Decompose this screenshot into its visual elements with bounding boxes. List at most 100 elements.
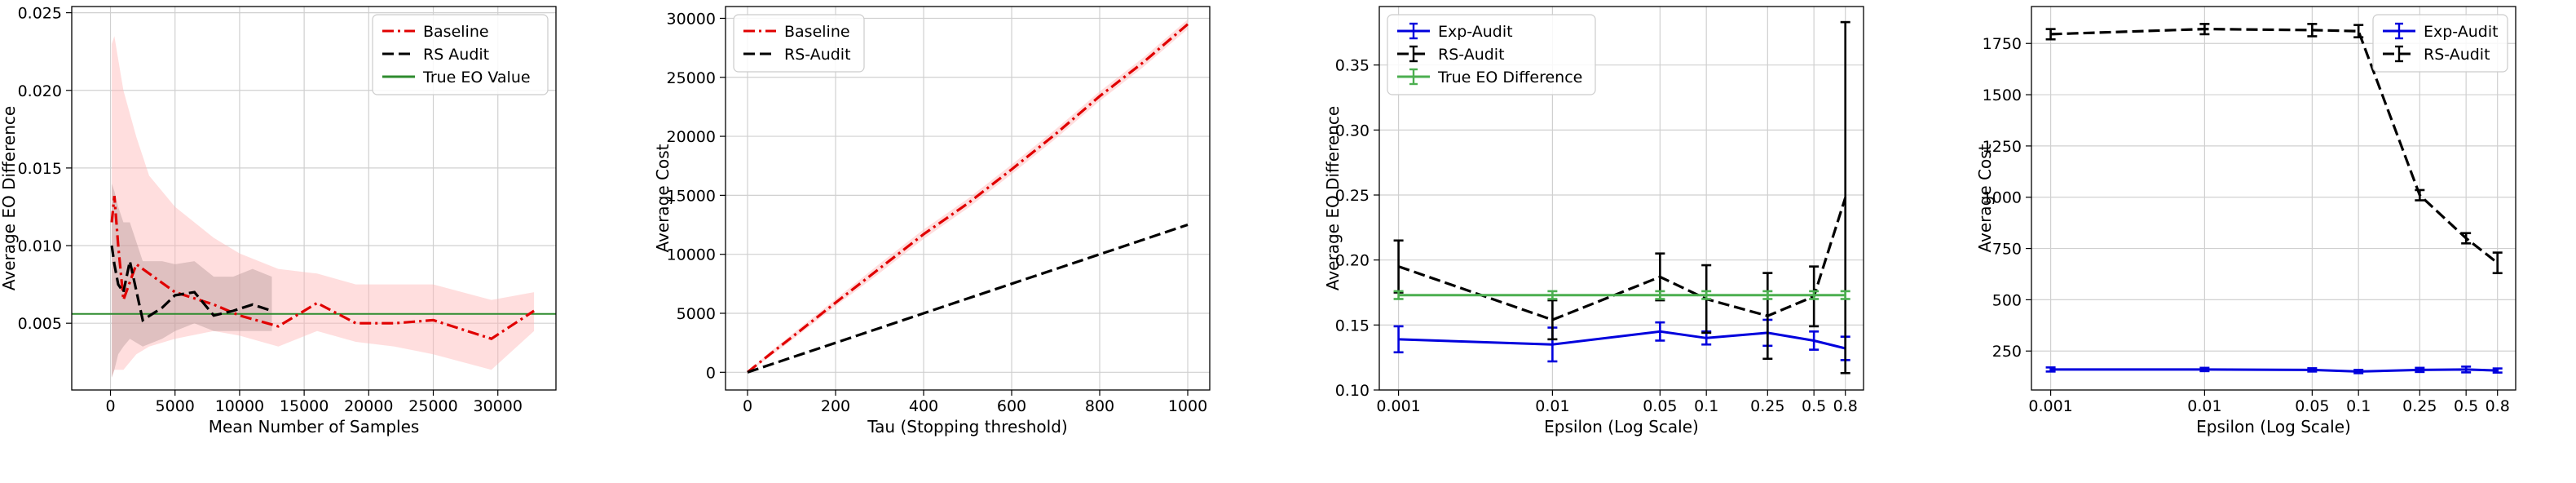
error-bar [2307,367,2318,373]
x-tick-label: 20000 [344,397,393,415]
error-bar [1655,321,1665,342]
legend-item: RS Audit [382,46,489,64]
legend-label: True EO Difference [1437,69,1582,86]
legend-item: RS-Audit [1397,45,1505,64]
x-tick-label: 15000 [280,397,329,415]
error-bar [2415,366,2425,374]
legend-item: RS-Audit [2383,45,2490,64]
x-tick-label: 0.25 [2402,397,2437,415]
y-tick-label: 1000 [1983,189,2022,207]
legend-item: Exp-Audit [1397,22,1513,41]
error-bar [2492,367,2503,374]
y-tick-label: 0.020 [18,82,62,100]
error-bar [2415,188,2425,202]
error-bar [1547,299,1558,341]
y-tick-label: 0.005 [18,315,62,333]
legend-label: RS-Audit [1438,46,1505,64]
chart-1: 0 5000 10000 15000 20000 25000 30000 0.005 0.010… [0,5,557,436]
series-line [1398,197,1847,321]
error-bar [1547,290,1558,300]
series-line [110,245,272,322]
plot-area [1393,20,1850,374]
y-tick-label: 0.15 [1335,317,1370,335]
y-tick-label: 0.25 [1335,187,1370,205]
x-tick-label: 0 [105,397,115,415]
error-bar [1762,290,1773,300]
y-tick-label: 0.010 [18,237,62,255]
legend-label: Exp-Audit [2424,23,2499,41]
legend: Exp-Audit RS-Audit True EO Difference [1387,14,1596,95]
y-tick-label: 30000 [667,10,716,28]
error-bar [1809,330,1820,351]
error-bar [2461,366,2472,374]
x-axis-label: Tau (Stopping threshold) [867,417,1067,436]
confidence-band [112,36,535,378]
legend-item: Exp-Audit [2383,22,2499,41]
error-bar [2461,232,2472,245]
plot-area [746,19,1189,374]
error-bar [2199,366,2210,373]
y-axis-label: Average EO Difference [1323,106,1343,290]
x-tick-label: 30000 [473,397,522,415]
y-tick-label: 750 [1992,241,2022,259]
legend-label: Exp-Audit [1438,23,1513,41]
y-axis-label: Average Cost [653,144,673,252]
y-tick-label: 20000 [667,128,716,146]
legend-label: Baseline [423,23,489,41]
error-bar [2353,369,2364,374]
x-tick-label: 0.1 [2346,397,2371,415]
y-tick-label: 0.015 [18,160,62,178]
plot-area [2045,23,2503,374]
legend-item: True EO Value [382,69,531,86]
x-tick-label: 800 [1085,397,1114,415]
legend-label: RS-Audit [784,46,851,64]
x-tick-label: 0.001 [1376,397,1420,415]
error-bar [1393,325,1404,354]
series-line [746,23,1189,374]
legend-item: Baseline [743,23,850,41]
error-bar [2045,366,2056,373]
legend: Baseline RS Audit True EO Value [372,14,549,95]
error-bar [1393,290,1404,300]
x-tick-label: 200 [821,397,850,415]
legend-label: True EO Value [422,69,531,86]
chart-2: 0 200 400 600 800 100005000100001500020000250… [653,6,1211,436]
x-tick-label: 0.5 [2454,397,2478,415]
y-tick-label: 0.35 [1335,57,1370,75]
confidence-band [748,19,1188,373]
y-axis-label: Average Cost [1975,144,1995,252]
series-line [2050,368,2498,373]
axes-frame [2031,6,2516,391]
y-tick-label: 10000 [667,246,716,264]
x-tick-label: 0.01 [2187,397,2221,415]
series-line [747,223,1189,374]
y-tick-label: 250 [1992,343,2022,361]
error-bar [1840,290,1850,300]
legend-label: RS Audit [423,46,489,64]
plot-area [72,36,556,378]
chart-3: 0.001 0.01 0.05 0.1 0.25 0.5 0.8 0.10 0.15 0.20 0.… [1323,6,1864,436]
legend-item: True EO Difference [1397,68,1582,86]
y-tick-label: 0.025 [18,5,62,23]
legend-item: Baseline [382,23,489,41]
error-bar [1809,290,1820,300]
legend-item: RS-Audit [743,46,851,64]
legend-label: Baseline [784,23,850,41]
x-tick-label: 0.8 [1833,397,1858,415]
x-tick-label: 25000 [408,397,457,415]
y-tick-label: 5000 [677,305,716,323]
confidence-band [112,183,272,378]
axes-frame [71,6,557,391]
legend-box [1387,14,1596,95]
x-tick-label: 600 [997,397,1026,415]
error-bar [1762,272,1773,361]
y-tick-label: 25000 [667,69,716,87]
y-tick-label: 0 [706,364,716,382]
x-tick-label: 0.05 [2295,397,2329,415]
axes-frame [725,6,1211,391]
x-tick-label: 0.01 [1535,397,1569,415]
y-tick-label: 0.20 [1335,252,1370,270]
error-bar [2199,23,2210,36]
